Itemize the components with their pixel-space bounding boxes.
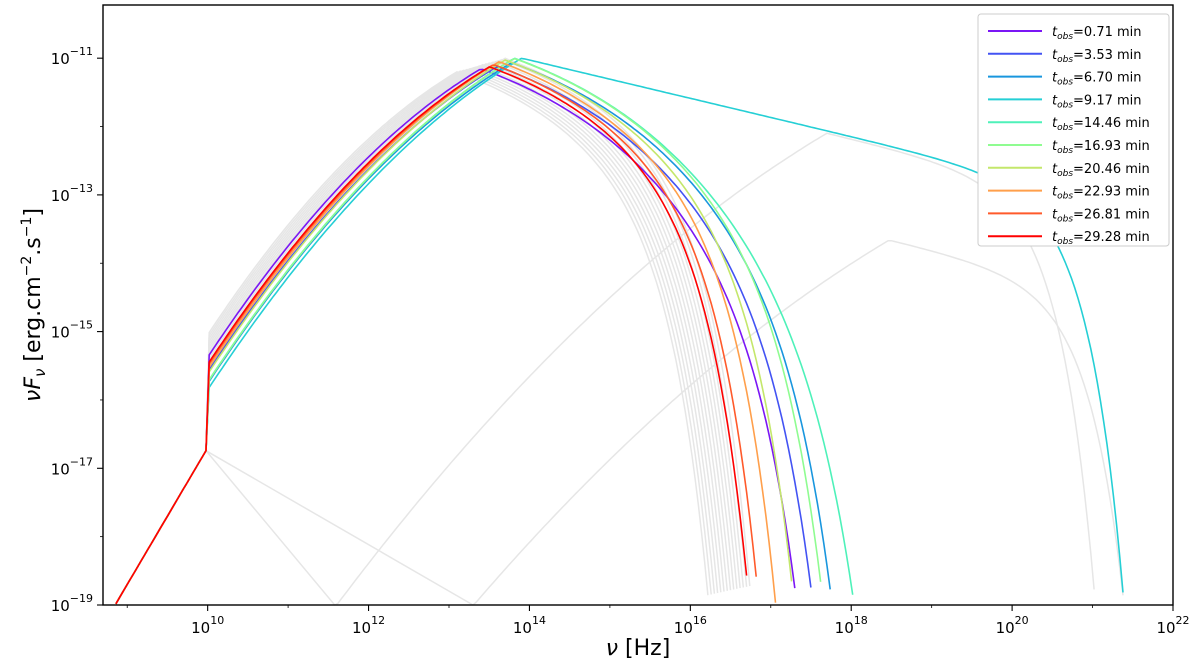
- y-tick-label: 10−11: [51, 45, 93, 68]
- series-line: [115, 59, 793, 605]
- grey-curves-group: [115, 57, 1124, 606]
- y-tick-label: 10−17: [51, 455, 93, 478]
- x-tick-label: 1012: [352, 614, 385, 637]
- y-axis-ticks: 10−11 10−13 10−15 10−17 10−19: [51, 45, 103, 615]
- legend-label: tobs=16.93 min: [1052, 139, 1150, 156]
- x-tick-label: 1018: [835, 614, 868, 637]
- grey-curve: [115, 70, 712, 605]
- series-curves-group: [115, 57, 1124, 605]
- grey-curve: [115, 69, 716, 605]
- x-axis-ticks: 1010 1012 1014 1016 1018 1020 1022: [126, 605, 1190, 637]
- grey-curve: [115, 63, 732, 605]
- legend: tobs=0.71 min tobs=3.53 min tobs=6.70 min t…: [977, 13, 1170, 247]
- series-line: [115, 61, 777, 605]
- legend-label: tobs=26.81 min: [1052, 207, 1150, 224]
- grey-curve: [115, 65, 729, 605]
- legend-label: tobs=3.53 min: [1052, 48, 1142, 65]
- legend-label: tobs=0.71 min: [1052, 25, 1142, 42]
- plot-frame: [102, 4, 1174, 606]
- legend-label: tobs=14.46 min: [1052, 116, 1150, 133]
- grey-curve: [115, 239, 1124, 606]
- x-tick-label: 1020: [996, 614, 1029, 637]
- x-tick-label: 1016: [674, 614, 707, 637]
- grey-curve: [115, 132, 1095, 606]
- x-tick-label: 1010: [191, 614, 224, 637]
- y-tick-label: 10−15: [51, 319, 93, 342]
- grey-curve: [115, 68, 719, 605]
- grey-curve: [115, 67, 722, 605]
- series-line: [115, 66, 748, 605]
- y-tick-label: 10−13: [51, 182, 93, 205]
- legend-label: tobs=6.70 min: [1052, 71, 1142, 88]
- legend-label: tobs=20.46 min: [1052, 162, 1150, 179]
- x-axis-title: ν [Hz]: [606, 636, 671, 661]
- series-line: [115, 68, 796, 605]
- legend-label: tobs=22.93 min: [1052, 185, 1150, 202]
- y-axis-title: νFν [erg.cm−2.s−1]: [19, 208, 49, 402]
- y-tick-label: 10−19: [51, 592, 93, 615]
- legend-label: tobs=29.28 min: [1052, 230, 1150, 247]
- series-line: [115, 57, 822, 605]
- legend-label: tobs=9.17 min: [1052, 93, 1142, 110]
- series-line: [115, 57, 1124, 605]
- legend-items: tobs=0.71 min tobs=3.53 min tobs=6.70 min t…: [988, 25, 1150, 247]
- legend-box: [977, 13, 1170, 247]
- x-tick-label: 1022: [1156, 614, 1189, 637]
- grey-curve: [115, 71, 709, 605]
- x-tick-label: 1014: [513, 614, 546, 637]
- grey-curve: [115, 66, 725, 605]
